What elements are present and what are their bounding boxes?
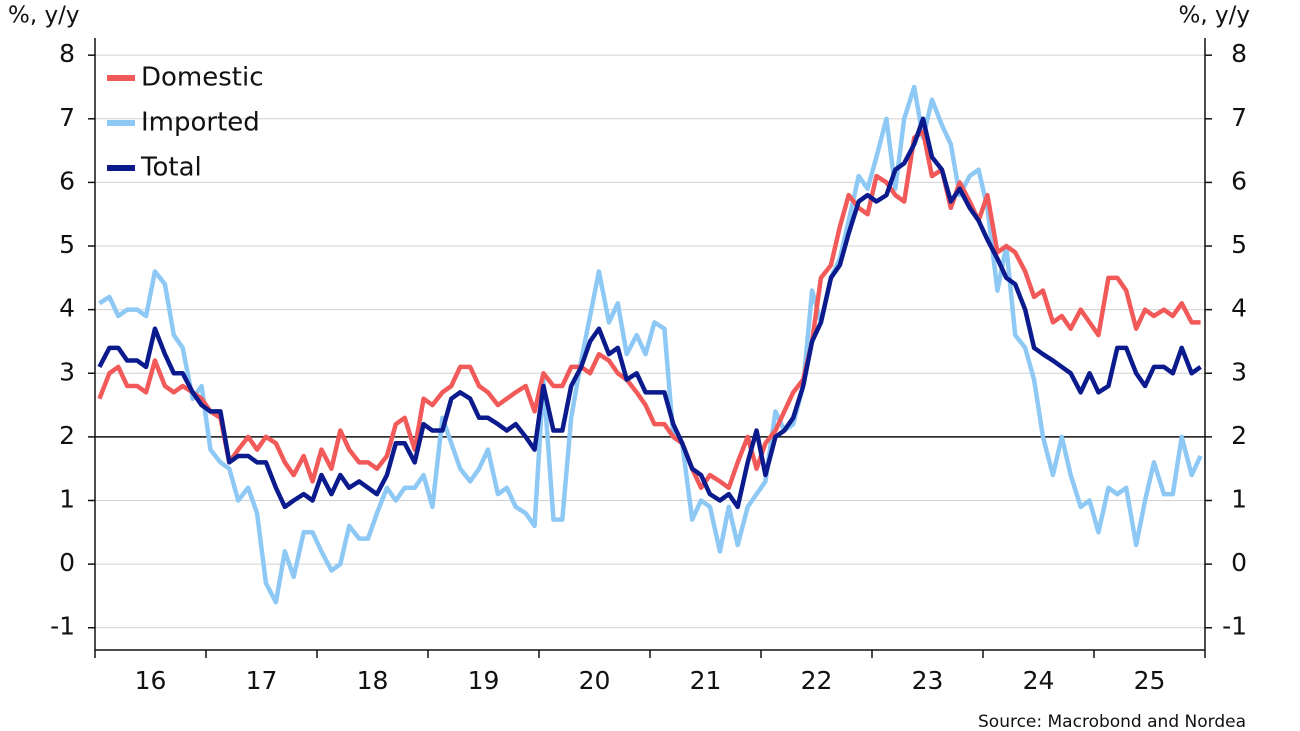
y2-tick-label: 1 [1231, 484, 1247, 513]
y2-tick-label: 3 [1231, 357, 1247, 386]
y-tick-label: 3 [59, 357, 75, 386]
x-tick-label: 23 [912, 666, 944, 695]
y2-tick-label: 2 [1231, 421, 1247, 450]
y-unit-label: %, y/y [8, 3, 79, 29]
y2-tick-label: 5 [1231, 230, 1247, 259]
y-tick-label: 7 [59, 103, 75, 132]
y-tick-label: 8 [59, 39, 75, 68]
y2-tick-label: 7 [1231, 103, 1247, 132]
series-line [98, 84, 1203, 605]
x-tick-label: 16 [135, 666, 167, 695]
x-tick-label: 24 [1023, 666, 1055, 695]
y-tick-label: 1 [59, 484, 75, 513]
x-tick-label: 20 [579, 666, 611, 695]
y-tick-label: -1 [50, 612, 75, 641]
x-tick-label: 18 [357, 666, 389, 695]
x-tick-label: 25 [1134, 666, 1166, 695]
legend-label: Imported [141, 108, 260, 138]
y2-unit-label: %, y/y [1179, 3, 1250, 29]
x-tick-label: 22 [801, 666, 833, 695]
legend-label: Domestic [141, 63, 264, 93]
y2-tick-label: -1 [1222, 612, 1247, 641]
y-tick-label: 0 [59, 548, 75, 577]
x-tick-label: 21 [690, 666, 722, 695]
legend-label: Total [140, 153, 202, 183]
y2-tick-label: 6 [1231, 166, 1247, 195]
y-tick-label: 4 [59, 294, 75, 323]
y-tick-label: 6 [59, 166, 75, 195]
x-tick-label: 17 [246, 666, 278, 695]
y2-tick-label: 8 [1231, 39, 1247, 68]
source: Source: Macrobond and Nordea [978, 712, 1246, 731]
y-tick-label: 2 [59, 421, 75, 450]
y-tick-label: 5 [59, 230, 75, 259]
x-tick-label: 19 [468, 666, 500, 695]
series-line [97, 129, 1201, 491]
y2-tick-label: 0 [1231, 548, 1247, 577]
y2-tick-label: 4 [1231, 294, 1247, 323]
series-line [97, 116, 1202, 510]
